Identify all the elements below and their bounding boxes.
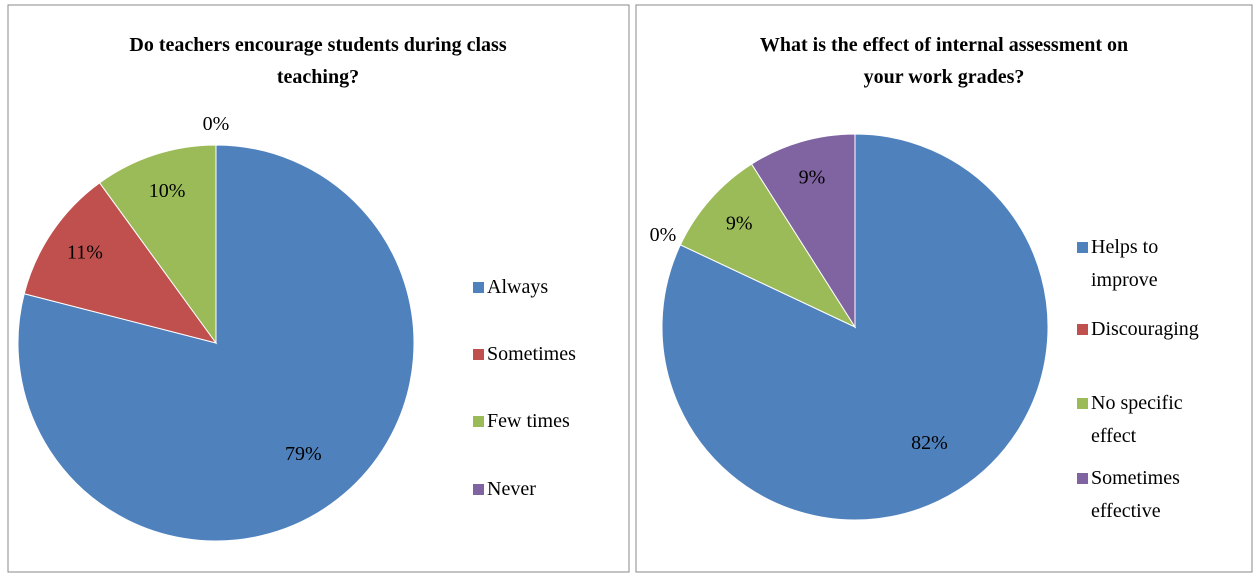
- data-label: 82%: [911, 432, 948, 454]
- data-label: 0%: [650, 224, 677, 246]
- legend-label: Sometimes effective: [1091, 467, 1180, 522]
- legend-swatch: [1077, 324, 1088, 335]
- legend-label: Never: [487, 478, 536, 500]
- legend-item: Always: [473, 271, 612, 304]
- legend-item: Helps to improve: [1077, 231, 1216, 297]
- legend-item: Few times: [473, 405, 612, 438]
- frame: [7, 4, 630, 573]
- chart-title: Do teachers encourage students during cl…: [129, 34, 507, 88]
- legend-item: Discouraging: [1077, 313, 1216, 346]
- legend-swatch: [1077, 242, 1088, 253]
- legend-item: Sometimes effective: [1077, 462, 1216, 528]
- legend-label: Discouraging: [1091, 318, 1199, 340]
- legend-swatch: [1077, 398, 1088, 409]
- legend-swatch: [473, 416, 484, 427]
- legend-swatch: [1077, 473, 1088, 484]
- legend-item: No specific effect: [1077, 387, 1216, 453]
- data-label: 0%: [203, 113, 230, 135]
- pie-slice: [98, 144, 217, 345]
- legend-label: Sometimes: [487, 343, 576, 365]
- legend-label: Helps to improve: [1091, 236, 1159, 291]
- pie-slice: [23, 182, 218, 344]
- data-label: 10%: [149, 180, 186, 202]
- chart-title: What is the effect of internal assessmen…: [759, 34, 1129, 88]
- pie-slice: [750, 133, 856, 329]
- pie-slice: [679, 163, 857, 329]
- data-label: 9%: [799, 166, 826, 188]
- legend-label: No specific effect: [1091, 392, 1183, 447]
- legend-swatch: [473, 484, 484, 495]
- data-label: 11%: [67, 242, 103, 264]
- legend-swatch: [473, 349, 484, 360]
- legend-item: Sometimes: [473, 338, 612, 371]
- legend-item: Never: [473, 473, 612, 506]
- data-label: 79%: [285, 443, 322, 465]
- data-label: 9%: [726, 212, 753, 234]
- frame: [635, 4, 1253, 573]
- legend-label: Always: [487, 276, 549, 298]
- legend-swatch: [473, 282, 484, 293]
- legend-label: Few times: [487, 410, 570, 432]
